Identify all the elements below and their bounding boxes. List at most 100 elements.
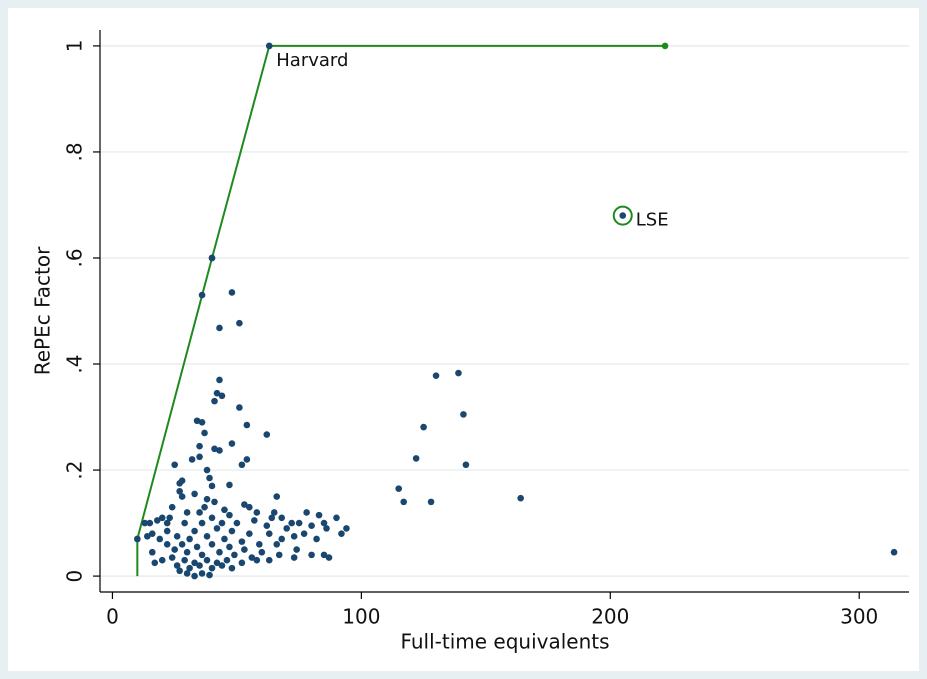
point: [208, 482, 216, 490]
point: [400, 498, 407, 506]
point: [188, 456, 196, 463]
point: [208, 514, 216, 522]
point: [191, 490, 198, 498]
point: [193, 543, 201, 551]
point: [251, 517, 258, 524]
point: [148, 548, 156, 556]
point: [323, 525, 330, 532]
point: [191, 572, 198, 580]
point: [211, 445, 218, 453]
point: [320, 551, 328, 559]
point: [163, 527, 171, 535]
point: [238, 461, 246, 469]
point: [198, 570, 206, 577]
point: [203, 556, 211, 564]
point: [208, 564, 216, 572]
point: [211, 397, 218, 405]
point: [134, 535, 141, 543]
point: [338, 530, 345, 537]
point: [236, 404, 243, 411]
point: [263, 522, 271, 530]
point: [186, 535, 193, 543]
frontier-point: [661, 42, 669, 50]
point: [238, 538, 246, 545]
highlight-ring: [612, 205, 633, 226]
point: [273, 540, 281, 548]
point: [283, 525, 290, 532]
point: [460, 411, 467, 418]
point: [890, 548, 898, 556]
x-tick-label: 200: [591, 605, 629, 629]
point: [183, 570, 191, 577]
point: [208, 540, 216, 548]
point: [226, 511, 233, 519]
point: [196, 509, 203, 516]
point: [166, 514, 173, 522]
point: [151, 559, 159, 567]
point: [218, 562, 226, 569]
point: [158, 556, 166, 564]
point: [218, 392, 226, 400]
point: [290, 554, 298, 561]
point: [241, 546, 248, 553]
point: [303, 509, 310, 516]
point: [427, 498, 435, 506]
point: [343, 525, 350, 532]
graph-region: [8, 8, 919, 671]
point: [198, 551, 206, 559]
point: [228, 527, 236, 535]
point: [173, 562, 181, 569]
point: [183, 509, 191, 516]
x-axis-title: Full-time equivalents: [400, 630, 609, 654]
y-tick-label: .4: [63, 354, 87, 373]
point: [221, 535, 228, 543]
point: [248, 554, 256, 561]
point: [412, 455, 420, 462]
point: [295, 519, 303, 527]
point: [241, 501, 248, 508]
point: [619, 212, 627, 219]
point: [201, 503, 208, 511]
point: [308, 522, 315, 530]
point: [168, 503, 176, 511]
point: [176, 487, 183, 495]
y-tick-label: 0: [63, 570, 87, 583]
point: [191, 559, 198, 567]
point: [153, 517, 161, 524]
point: [246, 530, 253, 537]
point: [196, 562, 203, 569]
point: [290, 533, 298, 540]
point: [178, 493, 186, 500]
point: [156, 535, 164, 543]
y-axis-title: RePEc Factor: [31, 246, 55, 375]
y-tick-label: .2: [63, 461, 87, 480]
point: [432, 372, 440, 379]
point: [233, 519, 241, 527]
point: [168, 554, 176, 561]
point: [196, 442, 203, 450]
point: [196, 453, 203, 461]
point: [308, 551, 315, 559]
point: [181, 519, 188, 527]
point: [325, 554, 333, 561]
point: [270, 509, 278, 516]
point: [216, 324, 223, 332]
point: [273, 493, 281, 500]
point: [265, 530, 273, 537]
x-tick-label: 100: [342, 605, 380, 629]
point: [228, 564, 236, 572]
point: [258, 548, 266, 556]
point: [315, 511, 323, 519]
point: [198, 419, 206, 426]
x-tick-label: 300: [840, 605, 878, 629]
point: [171, 461, 178, 469]
point: [455, 369, 462, 377]
point: [146, 519, 154, 527]
point: [216, 447, 223, 454]
point: [203, 466, 211, 474]
point: [243, 421, 251, 429]
point: [256, 540, 263, 548]
point: [238, 559, 246, 567]
point: [226, 543, 233, 551]
point: [186, 564, 193, 572]
